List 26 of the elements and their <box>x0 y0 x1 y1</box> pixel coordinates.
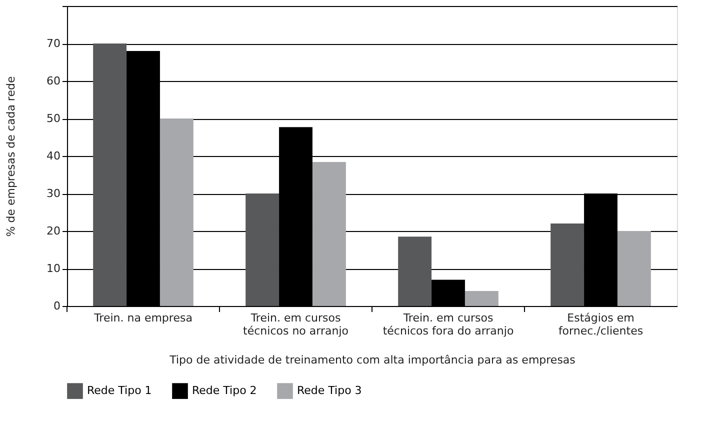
bar <box>93 44 127 306</box>
legend-label: Rede Tipo 3 <box>297 384 362 398</box>
y-tick-label: 0 <box>54 300 60 312</box>
y-axis-title: % de empresas de cada rede <box>4 76 18 237</box>
bar <box>246 194 280 306</box>
bar <box>550 224 584 306</box>
y-tick-label: 50 <box>46 112 60 125</box>
y-tick-label: 10 <box>46 262 60 275</box>
x-tick-label: Trein. na empresa <box>93 312 192 324</box>
bar <box>464 291 498 306</box>
bar <box>398 236 432 306</box>
x-tick-label: Estágios em fornec./clientes <box>558 312 644 338</box>
bar <box>312 162 346 306</box>
bar <box>432 280 465 306</box>
bar <box>617 231 651 306</box>
legend-label: Rede Tipo 2 <box>192 384 257 398</box>
x-tick-label: Trein. em cursos técnicos fora do arranjo <box>382 312 514 338</box>
bar <box>160 118 194 306</box>
y-tick-label: 30 <box>46 187 60 200</box>
y-tick-label: 40 <box>46 150 60 162</box>
y-tick-label: 20 <box>46 224 60 238</box>
y-tick-label: 70 <box>46 37 60 50</box>
legend-label: Rede Tipo 1 <box>87 384 152 398</box>
y-tick-label: 60 <box>46 74 60 88</box>
x-tick-label: Trein. em cursos técnicos no arranjo <box>243 312 349 338</box>
x-axis-title: Tipo de atividade de treinamento com alta importância para as empresas <box>168 354 576 366</box>
